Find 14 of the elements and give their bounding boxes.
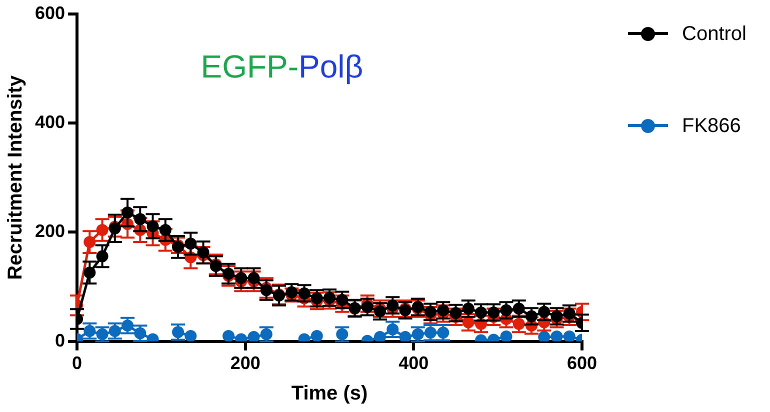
x-tick-label: 200 xyxy=(230,353,260,374)
x-axis-title: Time (s) xyxy=(291,382,368,405)
annotation: EGFP- xyxy=(200,48,299,85)
x-tick-label: 600 xyxy=(566,353,598,374)
legend-label: Control xyxy=(682,22,746,46)
legend-label: FK866 xyxy=(682,114,741,138)
x-tick-label: 0 xyxy=(72,353,82,374)
y-tick-label: 200 xyxy=(34,221,66,242)
annotation: Polβ xyxy=(298,48,364,85)
x-tick-label: 400 xyxy=(398,353,429,374)
y-axis-title: Recruitment Intensity xyxy=(4,74,27,280)
y-tick-label: 0 xyxy=(55,330,66,350)
y-tick-label: 400 xyxy=(34,112,66,132)
y-tick-label: 600 xyxy=(34,2,66,23)
